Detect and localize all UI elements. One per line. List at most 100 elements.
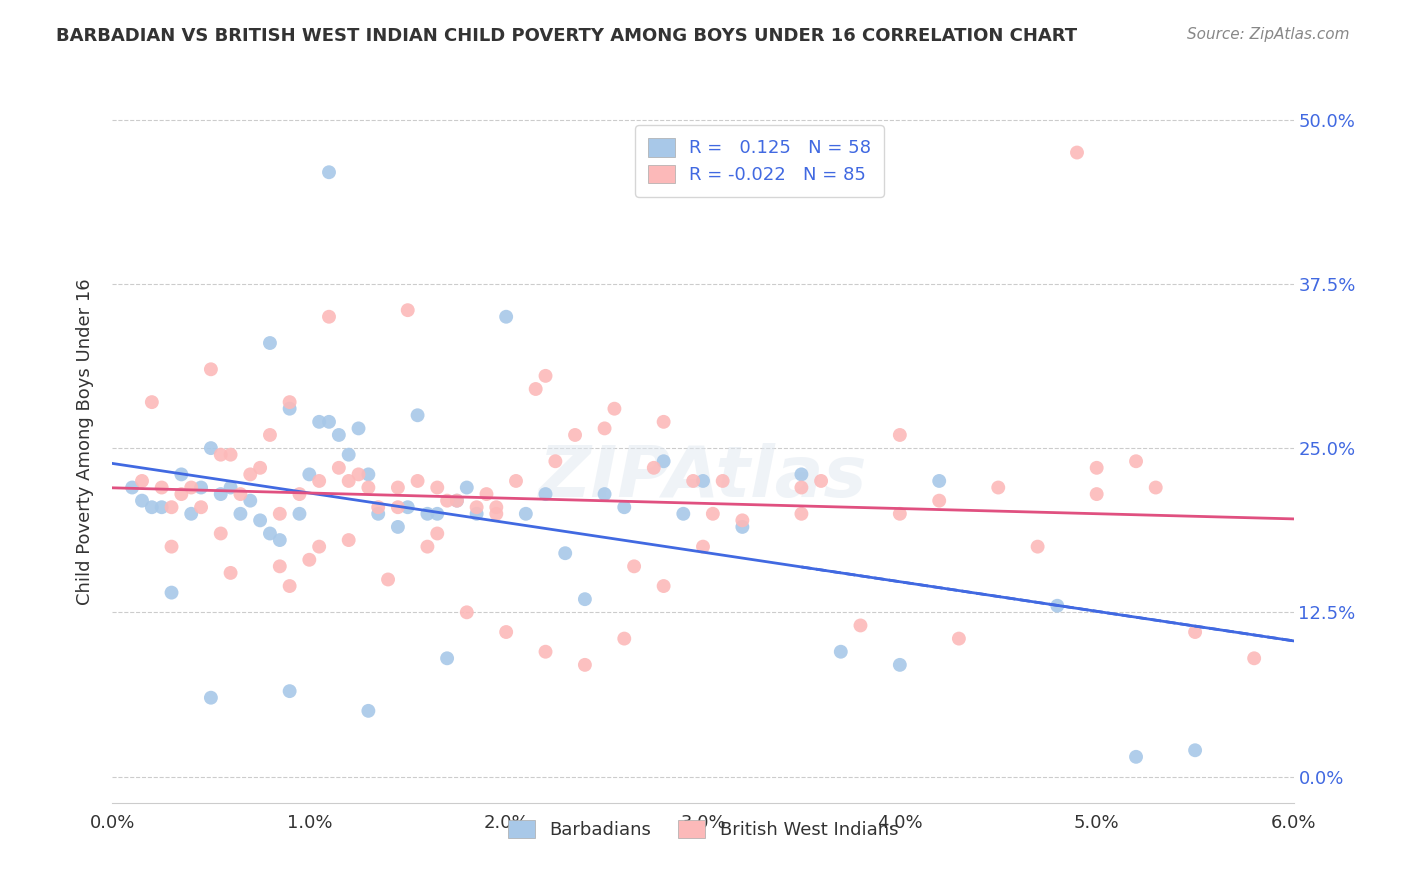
Point [790, 481, 813, 495]
Point [318, 415, 340, 429]
Point [830, 645, 852, 659]
Point [367, 507, 389, 521]
Point [613, 500, 636, 515]
Text: Source: ZipAtlas.com: Source: ZipAtlas.com [1187, 27, 1350, 42]
Legend: Barbadians, British West Indians: Barbadians, British West Indians [495, 807, 911, 852]
Point [426, 507, 449, 521]
Point [278, 684, 301, 698]
Point [170, 487, 193, 501]
Point [249, 513, 271, 527]
Point [121, 481, 143, 495]
Point [495, 625, 517, 640]
Point [396, 303, 419, 318]
Point [849, 618, 872, 632]
Point [485, 500, 508, 515]
Point [387, 481, 409, 495]
Point [564, 428, 586, 442]
Point [160, 540, 183, 554]
Point [190, 481, 212, 495]
Point [790, 507, 813, 521]
Point [141, 500, 163, 515]
Point [278, 401, 301, 416]
Point [889, 428, 911, 442]
Point [1066, 145, 1088, 160]
Point [229, 507, 252, 521]
Point [1026, 540, 1049, 554]
Point [928, 474, 950, 488]
Point [987, 481, 1010, 495]
Point [308, 415, 330, 429]
Point [534, 368, 557, 383]
Point [249, 460, 271, 475]
Point [219, 448, 242, 462]
Text: BARBADIAN VS BRITISH WEST INDIAN CHILD POVERTY AMONG BOYS UNDER 16 CORRELATION C: BARBADIAN VS BRITISH WEST INDIAN CHILD P… [56, 27, 1077, 45]
Point [308, 474, 330, 488]
Point [948, 632, 970, 646]
Point [190, 500, 212, 515]
Point [239, 493, 262, 508]
Point [150, 500, 173, 515]
Point [200, 441, 222, 455]
Point [259, 336, 281, 351]
Point [574, 657, 596, 672]
Point [593, 487, 616, 501]
Point [790, 467, 813, 482]
Point [731, 513, 754, 527]
Point [337, 474, 360, 488]
Point [406, 474, 429, 488]
Point [652, 454, 675, 468]
Point [259, 526, 281, 541]
Point [889, 657, 911, 672]
Point [347, 467, 370, 482]
Text: ZIPAtlas: ZIPAtlas [538, 443, 868, 512]
Point [347, 421, 370, 435]
Point [209, 487, 232, 501]
Point [889, 507, 911, 521]
Point [436, 651, 458, 665]
Point [682, 474, 704, 488]
Point [259, 428, 281, 442]
Point [288, 487, 311, 501]
Point [810, 474, 832, 488]
Point [524, 382, 547, 396]
Point [229, 487, 252, 501]
Point [446, 493, 468, 508]
Point [534, 645, 557, 659]
Point [1184, 625, 1206, 640]
Point [387, 500, 409, 515]
Point [200, 362, 222, 376]
Point [131, 493, 153, 508]
Point [446, 493, 468, 508]
Point [652, 579, 675, 593]
Point [692, 474, 714, 488]
Point [643, 460, 665, 475]
Point [367, 500, 389, 515]
Point [318, 310, 340, 324]
Point [180, 481, 202, 495]
Point [328, 428, 350, 442]
Point [219, 566, 242, 580]
Point [298, 467, 321, 482]
Point [269, 533, 291, 547]
Point [318, 165, 340, 179]
Point [928, 493, 950, 508]
Point [465, 507, 488, 521]
Point [357, 481, 380, 495]
Point [396, 500, 419, 515]
Point [603, 401, 626, 416]
Point [623, 559, 645, 574]
Point [534, 487, 557, 501]
Point [702, 507, 724, 521]
Point [219, 481, 242, 495]
Point [150, 481, 173, 495]
Point [1046, 599, 1069, 613]
Point [465, 500, 488, 515]
Point [1184, 743, 1206, 757]
Point [456, 481, 478, 495]
Point [357, 704, 380, 718]
Point [731, 520, 754, 534]
Point [357, 467, 380, 482]
Point [141, 395, 163, 409]
Point [239, 467, 262, 482]
Point [170, 467, 193, 482]
